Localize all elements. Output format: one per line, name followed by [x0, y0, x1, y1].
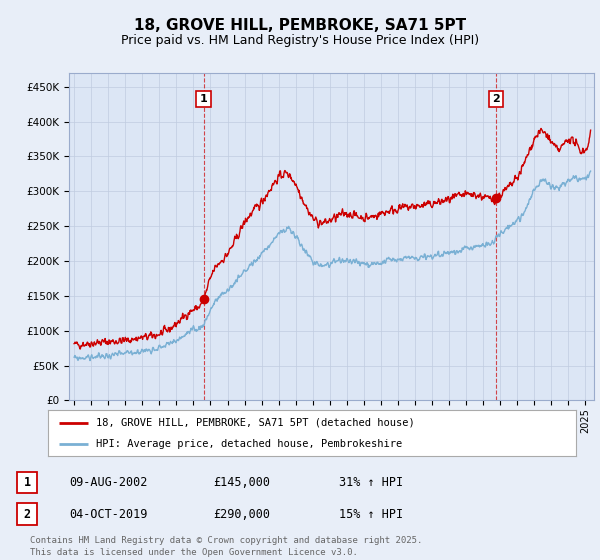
Text: £145,000: £145,000 [213, 476, 270, 489]
Text: HPI: Average price, detached house, Pembrokeshire: HPI: Average price, detached house, Pemb… [95, 439, 402, 449]
Text: Contains HM Land Registry data © Crown copyright and database right 2025.
This d: Contains HM Land Registry data © Crown c… [30, 536, 422, 557]
Text: 09-AUG-2002: 09-AUG-2002 [69, 476, 148, 489]
Text: 18, GROVE HILL, PEMBROKE, SA71 5PT: 18, GROVE HILL, PEMBROKE, SA71 5PT [134, 18, 466, 32]
Text: 1: 1 [23, 476, 31, 489]
Text: 2: 2 [492, 94, 500, 104]
Text: 2: 2 [23, 507, 31, 521]
Text: Price paid vs. HM Land Registry's House Price Index (HPI): Price paid vs. HM Land Registry's House … [121, 34, 479, 47]
Text: 04-OCT-2019: 04-OCT-2019 [69, 507, 148, 521]
Text: 31% ↑ HPI: 31% ↑ HPI [339, 476, 403, 489]
Text: 1: 1 [200, 94, 208, 104]
Text: £290,000: £290,000 [213, 507, 270, 521]
Text: 18, GROVE HILL, PEMBROKE, SA71 5PT (detached house): 18, GROVE HILL, PEMBROKE, SA71 5PT (deta… [95, 418, 414, 428]
Text: 15% ↑ HPI: 15% ↑ HPI [339, 507, 403, 521]
